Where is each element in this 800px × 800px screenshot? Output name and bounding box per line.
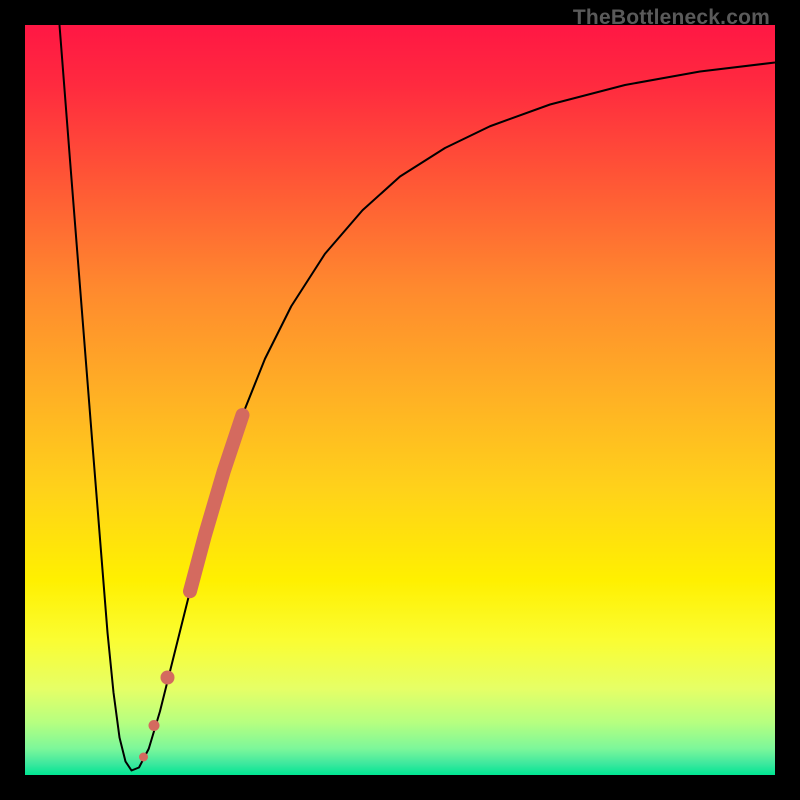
- chart-frame: TheBottleneck.com: [0, 0, 800, 800]
- chart-svg: [25, 25, 775, 775]
- highlight-dot: [149, 720, 160, 731]
- watermark-text: TheBottleneck.com: [573, 6, 770, 30]
- highlight-dot: [139, 753, 148, 762]
- highlight-dot: [161, 671, 175, 685]
- gradient-background: [25, 25, 775, 775]
- plot-area: [25, 25, 775, 775]
